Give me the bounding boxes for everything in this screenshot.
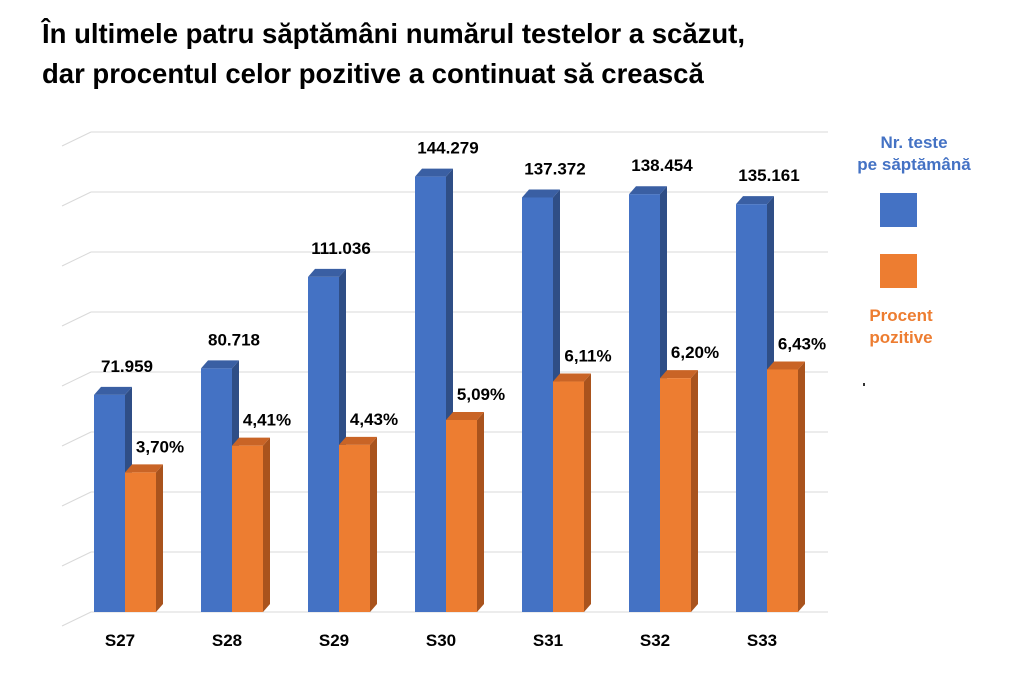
positive-bar-S32-side bbox=[691, 370, 698, 612]
x-tick-label-S32: S32 bbox=[640, 631, 670, 650]
positive-bar-S28 bbox=[232, 445, 263, 612]
positive-data-label-S32: 6,20% bbox=[671, 343, 719, 362]
positive-data-label-S29: 4,43% bbox=[350, 410, 398, 429]
tests-data-label-S27: 71.959 bbox=[101, 357, 153, 376]
legend-marker-dot bbox=[863, 383, 865, 386]
positive-bar-S29-top bbox=[339, 436, 377, 445]
tests-bar-S33 bbox=[736, 204, 767, 612]
positive-bar-S30-top bbox=[446, 412, 484, 421]
tests-bar-S32 bbox=[629, 194, 660, 612]
positive-bar-S33 bbox=[767, 369, 798, 612]
chart-title-line-2: dar procentul celor pozitive a continuat… bbox=[42, 58, 704, 89]
tests-data-label-S31: 137.372 bbox=[524, 159, 585, 178]
tests-bar-S30-top bbox=[415, 168, 453, 177]
positive-bar-S27 bbox=[125, 472, 156, 612]
tests-data-label-S29: 111.036 bbox=[311, 239, 371, 258]
tests-bar-S27 bbox=[94, 394, 125, 612]
gridline-depth bbox=[61, 131, 92, 147]
chart-title: În ultimele patru săptămâni numărul test… bbox=[42, 14, 942, 94]
legend-swatch-tests bbox=[880, 193, 917, 227]
gridline-depth bbox=[61, 311, 92, 327]
gridline-depth bbox=[61, 371, 92, 387]
tests-bar-S27-top bbox=[94, 386, 132, 395]
tests-bar-S29 bbox=[308, 276, 339, 612]
x-tick-label-S30: S30 bbox=[426, 631, 456, 650]
gridline-depth bbox=[61, 611, 92, 627]
gridline-depth bbox=[61, 191, 92, 207]
positive-data-label-S27: 3,70% bbox=[136, 437, 184, 456]
positive-bar-S30-side bbox=[477, 412, 484, 612]
positive-bar-S31-side bbox=[584, 373, 591, 612]
positive-data-label-S30: 5,09% bbox=[457, 385, 505, 404]
positive-data-label-S31: 6,11% bbox=[564, 347, 611, 366]
positive-bar-S32 bbox=[660, 378, 691, 612]
positive-bar-S29 bbox=[339, 444, 370, 612]
legend-swatch-positive bbox=[880, 254, 917, 288]
tests-bar-S28-top bbox=[201, 360, 239, 369]
positive-bar-S27-top bbox=[125, 464, 163, 473]
positive-bar-S31-top bbox=[553, 373, 591, 382]
x-tick-label-S29: S29 bbox=[319, 631, 349, 650]
gridline-depth bbox=[61, 551, 92, 567]
tests-bar-S30 bbox=[415, 176, 446, 613]
positive-bar-S28-top bbox=[232, 437, 270, 446]
legend-label-tests: Nr. teste pe săptămână bbox=[857, 133, 971, 174]
x-tick-label-S28: S28 bbox=[212, 631, 242, 650]
positive-bar-S29-side bbox=[370, 436, 377, 612]
legend-label-positive: Procent pozitive bbox=[869, 306, 933, 347]
tests-bar-S28 bbox=[201, 368, 232, 612]
positive-bar-S28-side bbox=[263, 437, 270, 612]
gridline-depth bbox=[61, 491, 92, 507]
positive-bar-S27-side bbox=[156, 464, 163, 612]
positive-bar-S32-top bbox=[660, 370, 698, 379]
tests-bar-S33-top bbox=[736, 196, 774, 205]
tests-bar-S31-top bbox=[522, 189, 560, 198]
tests-data-label-S28: 80.718 bbox=[208, 330, 260, 349]
tests-data-label-S30: 144.279 bbox=[417, 139, 478, 158]
tests-bar-S31 bbox=[522, 197, 553, 613]
chart-title-line-1: În ultimele patru săptămâni numărul test… bbox=[42, 18, 745, 49]
tests-bar-S32-top bbox=[629, 186, 667, 195]
positive-bar-S31 bbox=[553, 381, 584, 612]
x-tick-label-S31: S31 bbox=[533, 631, 563, 650]
positive-bar-S33-side bbox=[798, 361, 805, 612]
tests-bar-S29-top bbox=[308, 268, 346, 277]
positive-bar-S33-top bbox=[767, 361, 805, 370]
positive-bar-S30 bbox=[446, 420, 477, 612]
tests-data-label-S33: 135.161 bbox=[738, 166, 799, 185]
positive-data-label-S28: 4,41% bbox=[243, 411, 291, 430]
positive-data-label-S33: 6,43% bbox=[778, 334, 826, 353]
x-tick-label-S33: S33 bbox=[747, 631, 777, 650]
x-tick-label-S27: S27 bbox=[105, 631, 135, 650]
gridline-depth bbox=[61, 431, 92, 447]
tests-data-label-S32: 138.454 bbox=[631, 156, 693, 175]
gridline-depth bbox=[61, 251, 92, 267]
